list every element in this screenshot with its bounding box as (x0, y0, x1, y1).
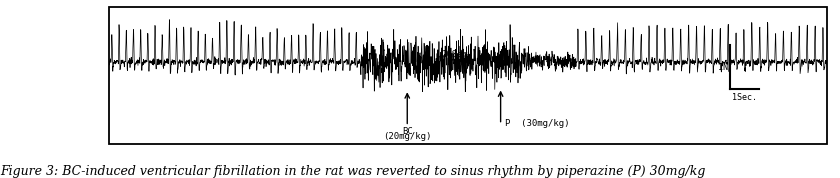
Text: Figure 3: BC-induced ventricular fibrillation in the rat was reverted to sinus r: Figure 3: BC-induced ventricular fibrill… (0, 165, 706, 178)
Text: BC: BC (402, 127, 412, 136)
Text: 1Sec.: 1Sec. (732, 93, 758, 102)
Text: 10Sec.: 10Sec. (442, 50, 475, 59)
Text: 1N: 1N (718, 63, 728, 72)
Text: P  (30mg/kg): P (30mg/kg) (505, 119, 570, 128)
Text: (20mg/kg): (20mg/kg) (383, 132, 432, 141)
